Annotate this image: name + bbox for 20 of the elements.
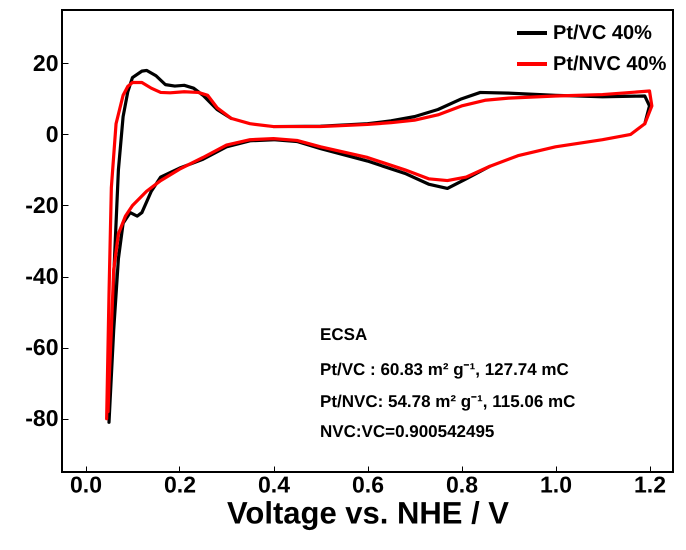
x-tick-label: 0.4 (258, 472, 290, 498)
y-tick-label: -20 (25, 192, 58, 218)
x-tick-label: 0.0 (70, 472, 102, 498)
annotation: ECSA (320, 325, 368, 344)
y-tick-label: 20 (32, 50, 58, 76)
x-axis-title: Voltage vs. NHE / V (227, 496, 510, 530)
legend-label: Pt/VC 40% (553, 22, 652, 44)
annotation: Pt/VC : 60.83 m² g⁻¹, 127.74 mC (320, 360, 569, 379)
x-tick-label: 0.6 (352, 472, 384, 498)
x-tick-label: 1.2 (634, 472, 666, 498)
y-tick-label: -60 (25, 334, 58, 360)
annotation: Pt/NVC: 54.78 m² g⁻¹, 115.06 mC (320, 392, 576, 411)
y-tick-label: 0 (46, 120, 58, 147)
x-tick-label: 0.2 (164, 472, 196, 498)
x-tick-label: 0.8 (446, 472, 478, 498)
y-tick-label: -40 (25, 263, 58, 290)
legend-label: Pt/NVC 40% (553, 53, 667, 75)
annotation: NVC:VC=0.900542495 (320, 422, 494, 441)
x-tick-label: 1.0 (540, 472, 572, 498)
y-tick-label: -80 (25, 405, 58, 432)
